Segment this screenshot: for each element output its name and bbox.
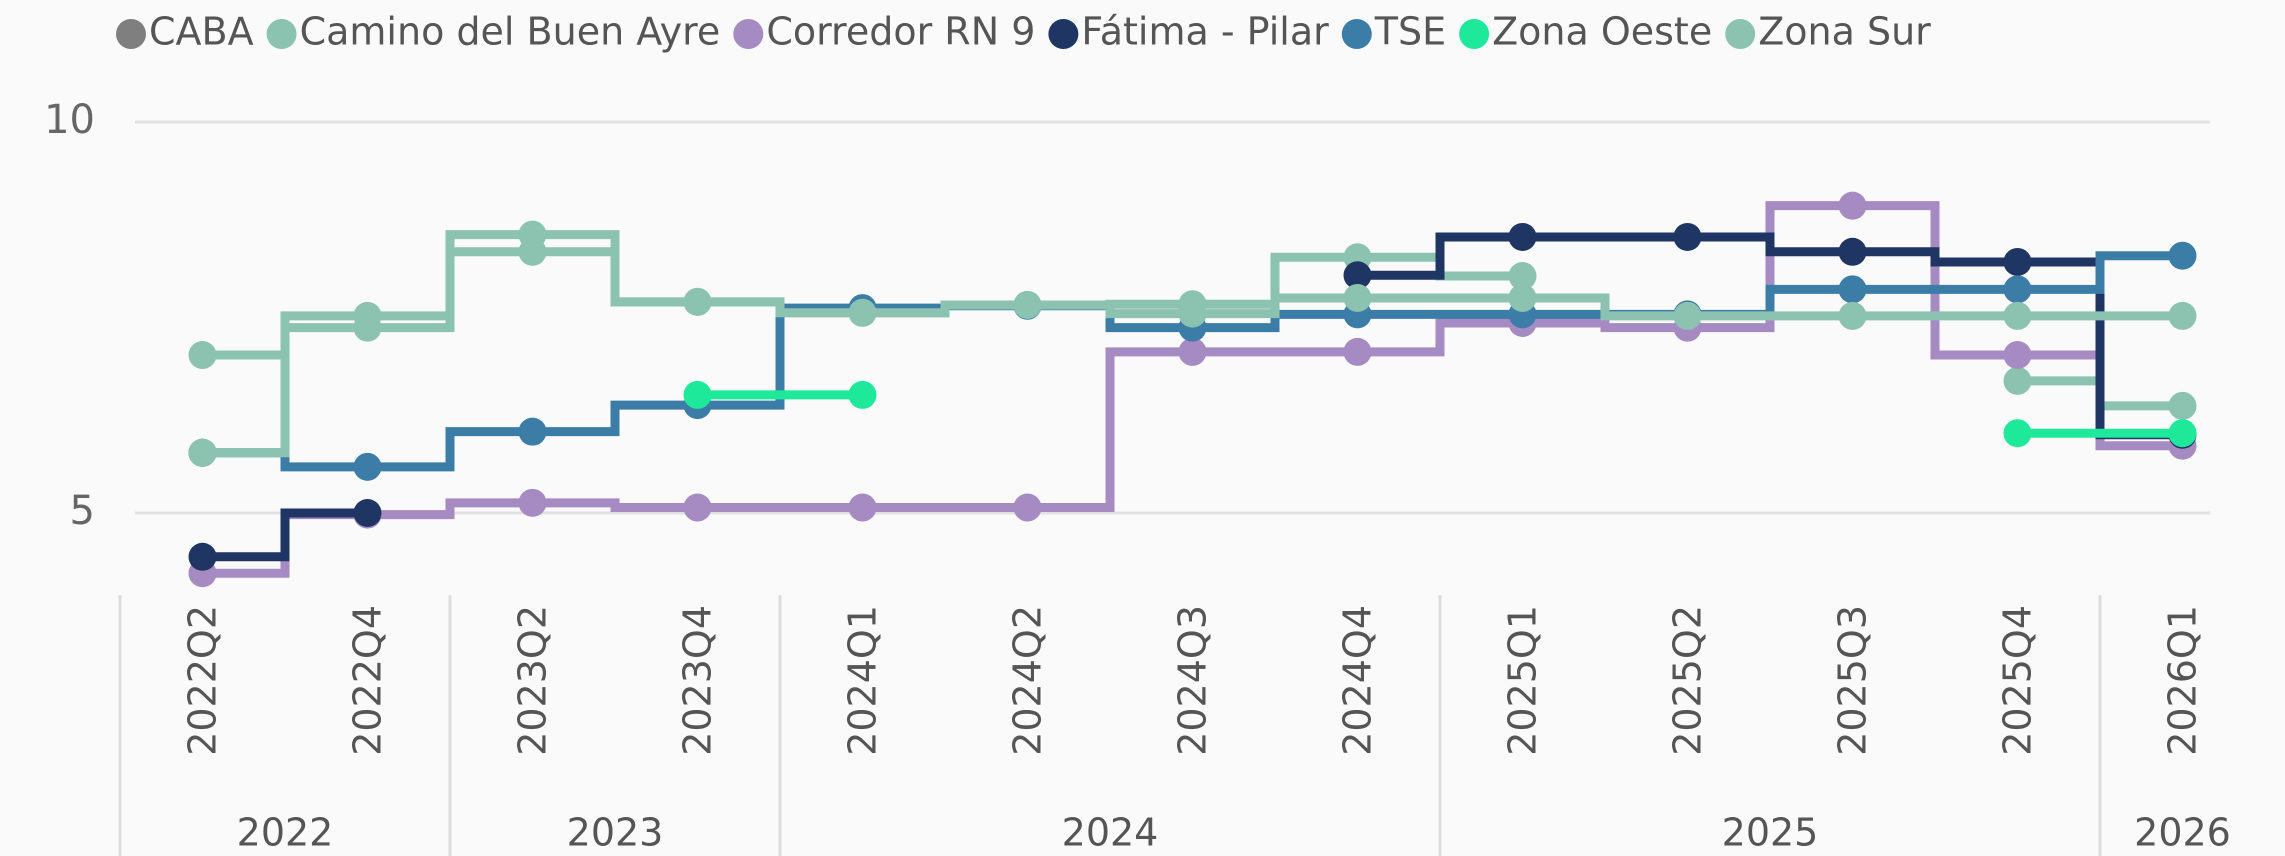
data-point [2003,247,2032,276]
x-tick-label: 2025Q4 [1996,605,2040,756]
legend-label: CABA [149,10,254,54]
data-point [353,499,382,527]
data-point [518,237,547,266]
legend-label: Zona Sur [1758,10,1931,54]
data-point [2168,419,2197,448]
x-tick-label: 2024Q3 [1171,605,1215,756]
data-point [1673,301,1702,330]
data-point [2003,366,2032,395]
data-point [518,488,547,517]
data-point [1838,275,1867,304]
data-point [1013,493,1042,522]
y-tick-label: 5 [70,488,95,534]
series-line [202,247,2183,458]
data-point [353,313,382,342]
data-point [1838,191,1867,220]
legend-marker [733,19,764,49]
data-point [188,341,217,370]
data-point [518,417,547,446]
legend-marker [1459,19,1490,49]
series-line [202,508,368,562]
data-point [188,542,217,571]
legend-marker [266,19,297,49]
legend-marker [1048,19,1079,49]
data-point [1343,261,1372,290]
data-point [2003,301,2032,330]
data-point [848,298,877,327]
x-group-label: 2025 [1722,811,1819,855]
data-point [2168,391,2197,420]
x-tick-label: 2024Q4 [1336,605,1380,756]
data-point [1178,337,1207,366]
data-point [848,380,877,409]
legend-label: Fátima - Pilar [1081,10,1329,54]
x-group-label: 2022 [237,811,334,855]
x-tick-label: 2022Q4 [346,605,390,756]
data-point [1508,222,1537,251]
data-point [848,493,877,522]
data-point [1508,262,1537,291]
data-point [1838,237,1867,266]
legend-label: Camino del Buen Ayre [300,10,721,54]
data-point [2003,341,2032,370]
x-tick-label: 2025Q2 [1666,605,1710,756]
data-point [2003,419,2032,448]
x-tick-label: 2026Q1 [2161,605,2205,756]
x-tick-label: 2025Q3 [1831,605,1875,756]
series-line [202,201,2183,578]
x-tick-label: 2024Q1 [841,605,885,756]
data-point [188,438,217,467]
legend-label: Corredor RN 9 [766,10,1035,54]
data-point [1343,283,1372,312]
x-tick-label: 2023Q4 [676,605,720,756]
data-point [1343,337,1372,366]
data-point [1508,283,1537,312]
legend-marker [1725,19,1756,49]
data-point [2168,241,2197,270]
data-point [1178,299,1207,328]
data-point [1013,290,1042,319]
x-group-label: 2024 [1062,811,1159,855]
data-point [683,493,712,522]
legend-marker [116,19,146,49]
data-point [353,452,382,481]
x-tick-label: 2022Q2 [181,605,225,756]
y-tick-label: 10 [44,97,95,143]
legend-label: Zona Oeste [1492,10,1712,54]
series-line [1357,232,2183,440]
data-point [1673,222,1702,251]
x-tick-label: 2023Q2 [511,605,555,756]
x-tick-label: 2025Q1 [1501,605,1545,756]
x-group-label: 2026 [2134,811,2231,855]
legend-marker [1341,19,1372,49]
data-point [683,380,712,409]
data-point [683,287,712,316]
x-group-label: 2023 [567,811,664,855]
legend-label: TSE [1374,10,1446,54]
data-point [1838,301,1867,330]
data-point [2168,301,2197,330]
data-point [2003,275,2032,304]
x-tick-label: 2024Q2 [1006,605,1050,756]
